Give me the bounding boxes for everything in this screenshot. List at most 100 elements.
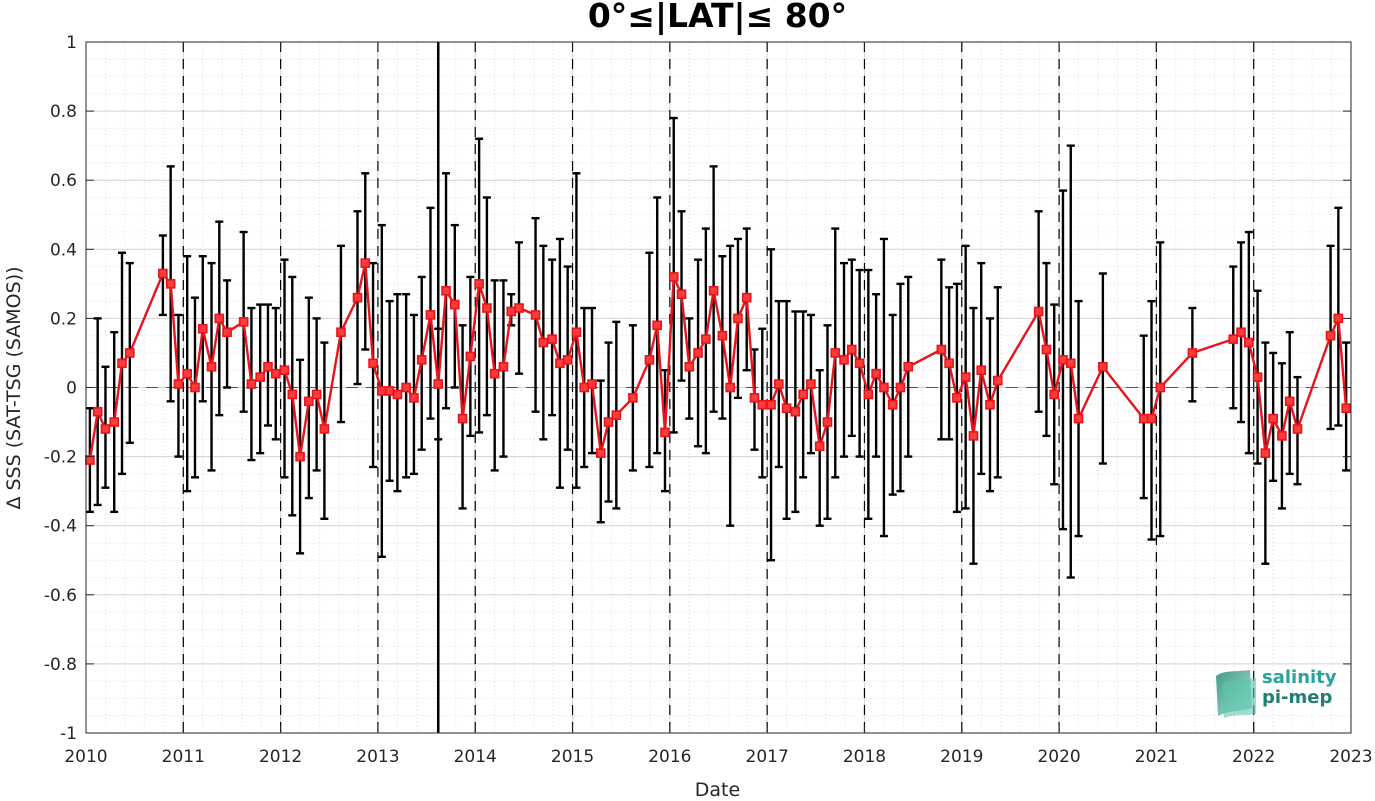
data-point xyxy=(1146,413,1157,424)
data-point xyxy=(1325,330,1336,341)
data-point xyxy=(255,372,265,382)
data-point xyxy=(676,289,687,300)
data-point xyxy=(749,393,760,403)
data-point xyxy=(628,393,638,403)
data-point xyxy=(311,389,322,400)
data-point xyxy=(1155,382,1166,393)
data-point xyxy=(319,424,330,434)
y-tick-label: -1 xyxy=(60,724,77,744)
data-point xyxy=(693,348,703,358)
data-point xyxy=(222,327,232,338)
data-point xyxy=(871,368,881,379)
y-tick-label: -0.6 xyxy=(44,586,77,606)
x-tick-label: 2023 xyxy=(1329,747,1372,767)
data-point xyxy=(952,393,962,403)
data-point xyxy=(158,268,168,279)
data-point xyxy=(401,382,411,393)
data-point xyxy=(165,279,176,289)
data-point xyxy=(806,379,816,389)
data-point xyxy=(1244,337,1254,348)
data-point xyxy=(879,382,889,393)
data-point xyxy=(117,358,127,369)
y-tick-label: 0 xyxy=(66,379,77,399)
data-point xyxy=(1098,361,1108,372)
data-point xyxy=(976,365,987,376)
data-point xyxy=(547,334,557,344)
data-point xyxy=(498,361,509,372)
y-tick-label: 0.8 xyxy=(50,102,77,122)
data-point xyxy=(173,379,184,389)
data-point xyxy=(441,285,451,296)
y-tick-label: -0.8 xyxy=(44,655,77,675)
data-point xyxy=(595,448,606,458)
data-point xyxy=(863,389,874,400)
data-point xyxy=(668,272,679,282)
logo-line-2: pi-mep xyxy=(1262,687,1333,708)
x-tick-label: 2015 xyxy=(551,747,594,767)
data-point xyxy=(757,399,768,410)
data-point xyxy=(741,292,752,303)
data-point xyxy=(295,451,305,462)
data-point xyxy=(352,292,363,303)
data-point xyxy=(336,327,346,338)
data-point xyxy=(555,358,565,369)
x-axis-ticks: 2010 2011 2012 2013 2014 2015 2016 2017 2018 2019… xyxy=(64,42,1373,767)
data-point xyxy=(652,320,662,331)
data-point xyxy=(839,355,849,365)
x-tick-label: 2020 xyxy=(1037,747,1080,767)
data-point xyxy=(214,313,225,324)
wave-logo-icon xyxy=(1216,670,1256,718)
data-point xyxy=(304,396,314,407)
data-point xyxy=(985,399,995,410)
data-point xyxy=(798,389,808,400)
data-point xyxy=(766,399,776,410)
data-point xyxy=(822,417,833,427)
data-point xyxy=(392,389,403,400)
data-point xyxy=(474,279,484,289)
x-tick-label: 2013 xyxy=(356,747,399,767)
chart-title: 0°≤|LAT|≤ 80° xyxy=(587,0,848,35)
data-point xyxy=(190,382,200,393)
data-point xyxy=(238,317,249,327)
data-point xyxy=(701,334,711,344)
salinity-pi-mep-logo: salinity pi-mep xyxy=(1212,668,1342,718)
data-point xyxy=(611,410,622,420)
data-point xyxy=(1033,306,1044,317)
data-point xyxy=(660,427,670,438)
data-point xyxy=(197,323,208,334)
data-point xyxy=(92,406,103,417)
data-point xyxy=(1341,403,1351,414)
data-point xyxy=(206,361,217,372)
data-point xyxy=(1058,355,1068,365)
y-tick-label: -0.4 xyxy=(44,517,77,537)
y-tick-label: -0.2 xyxy=(44,448,77,468)
data-point xyxy=(1073,413,1084,424)
x-tick-label: 2014 xyxy=(454,747,497,767)
data-point xyxy=(1187,348,1198,358)
data-point xyxy=(377,386,387,396)
data-point xyxy=(449,299,460,310)
data-point xyxy=(790,406,801,417)
data-point xyxy=(562,355,573,365)
data-point xyxy=(1252,372,1263,382)
minor-grid xyxy=(86,42,1351,733)
data-point xyxy=(684,361,695,372)
data-point xyxy=(433,379,444,389)
data-point xyxy=(416,355,427,365)
data-point xyxy=(85,455,95,465)
data-point xyxy=(571,327,582,338)
data-point xyxy=(182,368,192,379)
data-point xyxy=(1065,358,1076,369)
data-point xyxy=(425,310,436,320)
x-tick-label: 2010 xyxy=(64,747,107,767)
data-point xyxy=(830,348,841,358)
data-point xyxy=(644,355,655,365)
data-point xyxy=(457,413,468,424)
data-point xyxy=(360,258,371,268)
data-point xyxy=(1138,413,1149,424)
data-point xyxy=(368,358,378,369)
data-point xyxy=(506,306,517,317)
data-point xyxy=(725,382,735,393)
data-point xyxy=(1277,431,1287,441)
data-point xyxy=(968,431,979,441)
